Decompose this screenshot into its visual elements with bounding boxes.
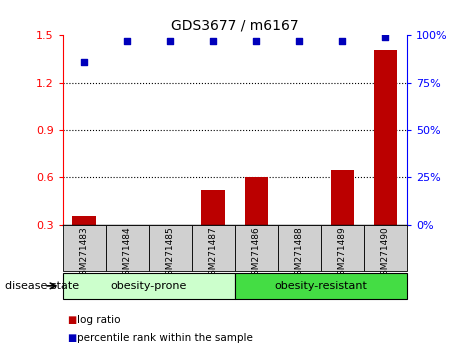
Bar — [192, 225, 235, 271]
Bar — [73, 216, 96, 225]
Bar — [331, 170, 354, 225]
Text: ■: ■ — [67, 315, 77, 325]
Text: percentile rank within the sample: percentile rank within the sample — [77, 333, 252, 343]
Point — [124, 38, 131, 44]
Title: GDS3677 / m6167: GDS3677 / m6167 — [171, 19, 299, 33]
Text: disease state: disease state — [5, 281, 79, 291]
Text: GSM271487: GSM271487 — [209, 226, 218, 281]
Text: GSM271488: GSM271488 — [295, 226, 304, 281]
Bar — [245, 177, 268, 225]
Text: ■: ■ — [67, 333, 77, 343]
Point — [210, 38, 217, 44]
Bar — [364, 225, 407, 271]
Bar — [321, 225, 364, 271]
Bar — [63, 225, 106, 271]
Text: GSM271489: GSM271489 — [338, 226, 347, 281]
Bar — [63, 273, 235, 299]
Bar — [235, 225, 278, 271]
Text: GSM271490: GSM271490 — [381, 226, 390, 281]
Text: obesity-prone: obesity-prone — [111, 281, 187, 291]
Bar — [201, 190, 225, 225]
Point — [252, 38, 260, 44]
Point — [339, 38, 346, 44]
Point — [80, 59, 88, 65]
Text: obesity-resistant: obesity-resistant — [274, 281, 367, 291]
Text: GSM271483: GSM271483 — [80, 226, 89, 281]
Text: GSM271485: GSM271485 — [166, 226, 175, 281]
Point — [382, 34, 389, 40]
Text: GSM271484: GSM271484 — [123, 226, 132, 281]
Point — [166, 38, 174, 44]
Bar — [278, 225, 321, 271]
Bar — [373, 50, 397, 225]
Bar — [106, 225, 149, 271]
Text: log ratio: log ratio — [77, 315, 120, 325]
Bar — [149, 225, 192, 271]
Text: GSM271486: GSM271486 — [252, 226, 261, 281]
Point — [296, 38, 303, 44]
Bar — [235, 273, 407, 299]
